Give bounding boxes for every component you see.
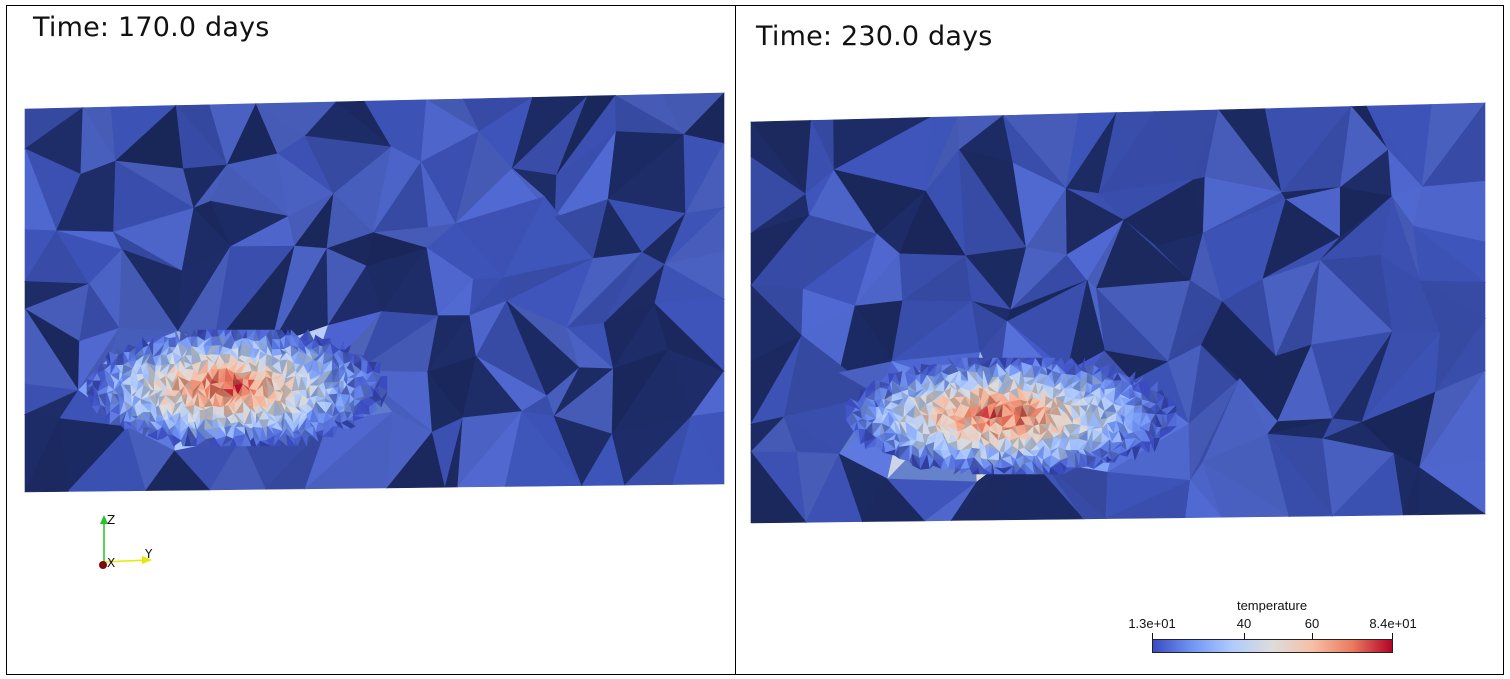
mesh-cell — [1078, 452, 1088, 468]
mesh-cell — [875, 437, 883, 452]
z-axis-arrowhead — [100, 515, 108, 524]
mesh-cell — [947, 454, 956, 470]
mesh-cell — [1014, 467, 1028, 475]
mesh-cell — [352, 415, 364, 422]
mesh-cell — [1131, 446, 1141, 461]
mesh-cell — [672, 415, 725, 485]
time-label-left: Time: 170.0 days — [33, 12, 270, 43]
mesh-cell — [993, 466, 1006, 475]
mesh-cell — [129, 422, 138, 432]
mesh-cell — [312, 426, 319, 442]
mesh-cell — [333, 425, 339, 438]
mesh-cell — [1185, 479, 1223, 519]
mesh-cell — [234, 436, 243, 447]
temperature-colorbar: temperature 1.3e+01 40 60 8.4e+01 — [1116, 596, 1417, 666]
mesh-cell — [301, 434, 309, 448]
mesh-cell — [380, 392, 388, 408]
mesh-cell — [340, 422, 352, 430]
mesh-plot-left[interactable] — [7, 6, 736, 675]
mesh-cell — [249, 440, 258, 447]
mesh-cell — [184, 433, 192, 447]
mesh-cell — [750, 451, 807, 524]
mesh-cell — [1023, 462, 1036, 475]
mesh-cell — [141, 427, 150, 441]
mesh-cell — [1036, 466, 1046, 475]
mesh-cell — [273, 438, 281, 447]
mesh-cell — [991, 464, 995, 475]
mesh-cell — [960, 468, 971, 475]
axes-orientation-gizmo: Z Y X — [99, 513, 153, 570]
colorbar-gradient — [1152, 639, 1393, 653]
mesh-cell — [1139, 440, 1150, 453]
mesh-cell — [172, 434, 182, 447]
mesh-cell — [504, 410, 583, 487]
mesh-cell — [1202, 460, 1291, 518]
z-axis-label: Z — [107, 513, 115, 527]
mesh-plot-right[interactable] — [736, 6, 1504, 675]
mesh-cell — [215, 439, 223, 447]
colorbar-min-label: 1.3e+01 — [1128, 616, 1176, 631]
render-panel-right[interactable]: Time: 230.0 days temperature 1.3e+01 40 … — [735, 5, 1504, 675]
mesh-cell — [96, 404, 108, 416]
mesh-cell — [346, 419, 356, 429]
mesh-cell — [286, 433, 296, 447]
colorbar-tickmark-max — [1392, 633, 1393, 642]
mesh-cell — [940, 458, 949, 470]
mesh-cell — [1049, 467, 1060, 475]
colorbar-tickmark-60 — [1312, 633, 1313, 642]
colorbar-tickmark-40 — [1244, 633, 1245, 642]
time-label-right: Time: 230.0 days — [756, 21, 993, 52]
x-axis-dot — [99, 561, 107, 569]
colorbar-tickmark-min — [1152, 633, 1153, 642]
mesh-cell — [1267, 433, 1334, 517]
y-axis-arrowhead — [142, 556, 152, 564]
mesh-cell — [360, 400, 371, 415]
y-axis-label: Y — [144, 547, 153, 561]
colorbar-tick-60: 60 — [1304, 616, 1320, 631]
colorbar-tick-40: 40 — [1236, 616, 1252, 631]
colorbar-max-label: 8.4e+01 — [1369, 616, 1417, 631]
mesh-cell — [334, 420, 345, 430]
mesh-cell — [953, 468, 962, 475]
mesh-cell — [161, 426, 169, 440]
mesh-cell — [1153, 437, 1161, 452]
mesh-cell — [123, 420, 133, 430]
mesh-cell — [259, 440, 271, 447]
mesh-cell — [1166, 426, 1177, 432]
mesh-cell — [1111, 454, 1120, 463]
mesh-cell — [1159, 428, 1171, 439]
mesh-cell — [229, 438, 238, 447]
mesh-cell — [241, 434, 253, 447]
mesh-cell — [1075, 453, 1080, 468]
mesh-cell — [205, 439, 210, 447]
mesh-cell — [1418, 467, 1486, 516]
mesh-cell — [304, 429, 315, 437]
mesh-cell — [171, 450, 211, 491]
mesh-cell — [911, 454, 922, 471]
mesh-cell — [1042, 465, 1051, 475]
x-axis-label: X — [107, 556, 115, 570]
mesh-cell — [1057, 462, 1065, 475]
mesh-cell — [932, 458, 943, 470]
mesh-cell — [978, 467, 985, 475]
y-axis-line — [103, 559, 150, 563]
mesh-cell — [882, 443, 886, 454]
mesh-cell — [1101, 458, 1108, 463]
mesh-cell — [104, 411, 111, 424]
mesh-cell — [369, 401, 377, 416]
colorbar-title: temperature — [1236, 598, 1308, 613]
render-panel-left[interactable]: Time: 170.0 days Z Y X — [6, 5, 736, 675]
mesh-cell — [1043, 461, 1107, 520]
mesh-cell — [983, 468, 993, 475]
mesh-cell — [1063, 467, 1076, 475]
mesh-cell — [209, 436, 266, 491]
mesh-cell — [266, 440, 275, 447]
mesh-cell — [294, 434, 303, 447]
mesh-cell — [1011, 466, 1016, 475]
mesh-cell — [1032, 461, 1038, 475]
